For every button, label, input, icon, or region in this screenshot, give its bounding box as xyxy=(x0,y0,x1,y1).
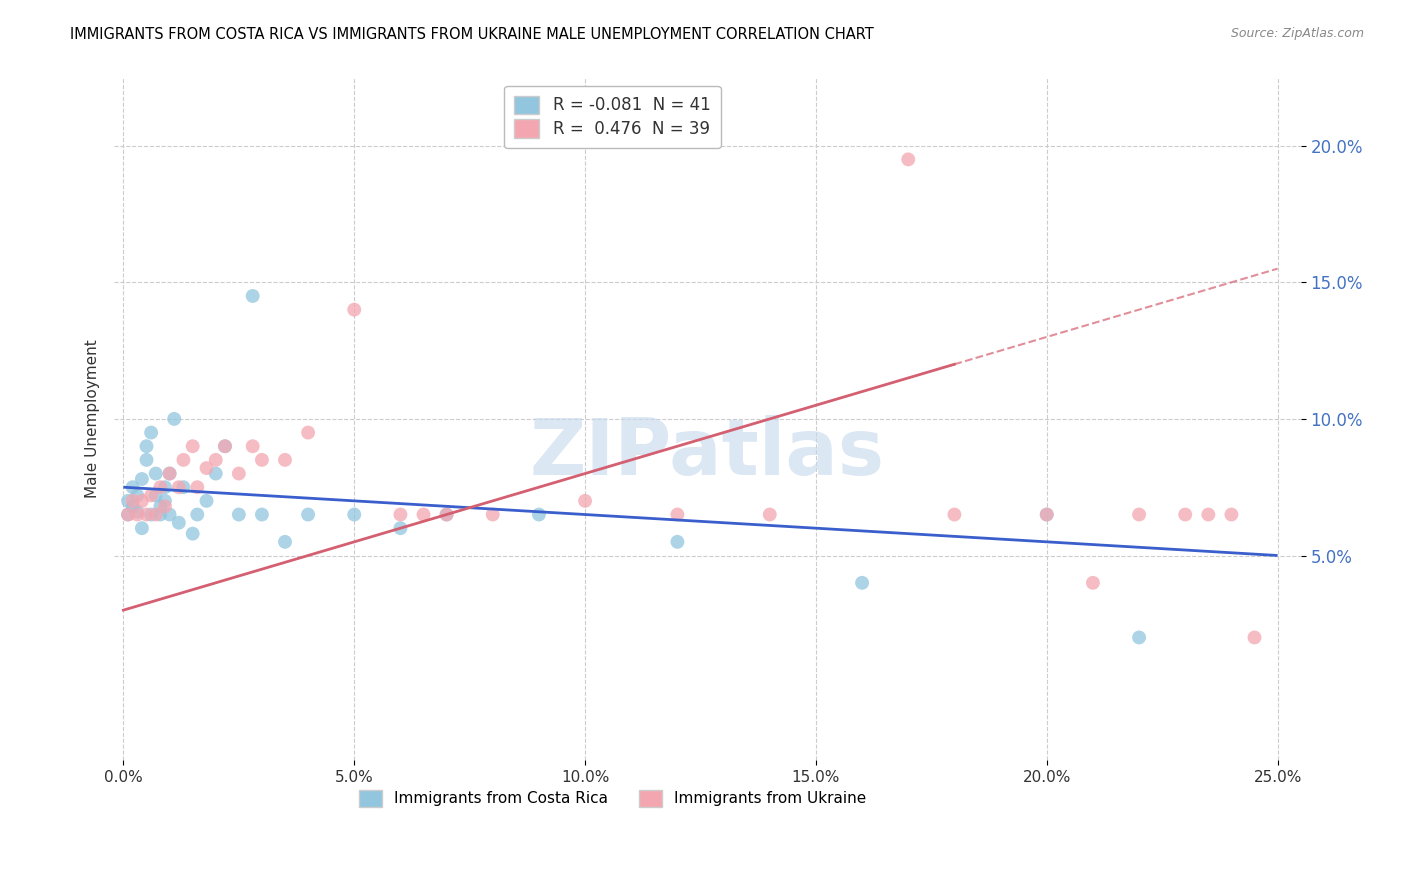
Text: IMMIGRANTS FROM COSTA RICA VS IMMIGRANTS FROM UKRAINE MALE UNEMPLOYMENT CORRELAT: IMMIGRANTS FROM COSTA RICA VS IMMIGRANTS… xyxy=(70,27,875,42)
Point xyxy=(242,289,264,303)
Point xyxy=(117,508,139,522)
Point xyxy=(145,508,167,522)
Point xyxy=(204,453,226,467)
Point xyxy=(135,508,157,522)
Point xyxy=(153,494,176,508)
Point xyxy=(195,494,218,508)
Point xyxy=(149,500,172,514)
Point xyxy=(167,480,190,494)
Point xyxy=(343,508,366,522)
Point xyxy=(121,500,143,514)
Point xyxy=(186,508,208,522)
Point xyxy=(172,480,194,494)
Point xyxy=(121,494,143,508)
Point xyxy=(389,521,412,535)
Point xyxy=(228,467,250,481)
Point xyxy=(481,508,503,522)
Point xyxy=(297,425,319,440)
Point xyxy=(172,453,194,467)
Point xyxy=(167,516,190,530)
Point xyxy=(1220,508,1243,522)
Point xyxy=(1035,508,1057,522)
Point xyxy=(195,461,218,475)
Point xyxy=(343,302,366,317)
Point xyxy=(851,575,873,590)
Point xyxy=(204,467,226,481)
Point xyxy=(131,494,153,508)
Point xyxy=(149,508,172,522)
Point xyxy=(250,508,273,522)
Point xyxy=(250,453,273,467)
Point xyxy=(1243,631,1265,645)
Point xyxy=(412,508,434,522)
Point xyxy=(274,534,297,549)
Point xyxy=(274,453,297,467)
Point xyxy=(145,488,167,502)
Point xyxy=(159,467,181,481)
Point xyxy=(181,439,204,453)
Point xyxy=(242,439,264,453)
Y-axis label: Male Unemployment: Male Unemployment xyxy=(86,340,100,499)
Point xyxy=(139,488,162,502)
Point xyxy=(159,508,181,522)
Point xyxy=(139,425,162,440)
Point xyxy=(574,494,596,508)
Point xyxy=(149,480,172,494)
Point xyxy=(1128,631,1150,645)
Point xyxy=(1128,508,1150,522)
Point xyxy=(127,505,149,519)
Point xyxy=(1035,508,1057,522)
Point xyxy=(436,508,458,522)
Point xyxy=(127,508,149,522)
Point xyxy=(228,508,250,522)
Point xyxy=(117,494,139,508)
Point xyxy=(1081,575,1104,590)
Point xyxy=(131,521,153,535)
Point xyxy=(145,467,167,481)
Text: ZIPatlas: ZIPatlas xyxy=(530,415,884,491)
Point xyxy=(666,534,689,549)
Point xyxy=(1174,508,1197,522)
Legend: Immigrants from Costa Rica, Immigrants from Ukraine: Immigrants from Costa Rica, Immigrants f… xyxy=(352,782,873,814)
Point xyxy=(163,412,186,426)
Point xyxy=(127,488,149,502)
Point xyxy=(389,508,412,522)
Point xyxy=(214,439,236,453)
Point xyxy=(186,480,208,494)
Point xyxy=(1197,508,1219,522)
Point xyxy=(943,508,966,522)
Point xyxy=(181,526,204,541)
Text: Source: ZipAtlas.com: Source: ZipAtlas.com xyxy=(1230,27,1364,40)
Point xyxy=(897,153,920,167)
Point xyxy=(135,439,157,453)
Point xyxy=(297,508,319,522)
Point xyxy=(758,508,780,522)
Point xyxy=(121,480,143,494)
Point xyxy=(153,480,176,494)
Point xyxy=(666,508,689,522)
Point xyxy=(131,472,153,486)
Point xyxy=(139,508,162,522)
Point xyxy=(153,500,176,514)
Point xyxy=(117,508,139,522)
Point xyxy=(527,508,550,522)
Point xyxy=(135,453,157,467)
Point xyxy=(436,508,458,522)
Point xyxy=(214,439,236,453)
Point xyxy=(159,467,181,481)
